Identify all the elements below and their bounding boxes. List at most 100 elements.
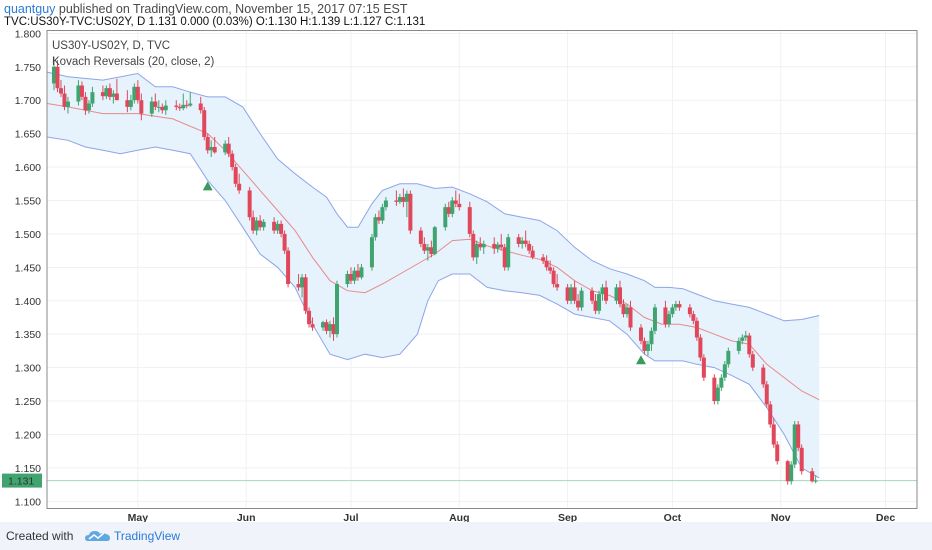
candle-body bbox=[673, 304, 678, 308]
tradingview-brand[interactable]: TradingView bbox=[114, 529, 181, 543]
candle-body bbox=[715, 387, 720, 402]
y-tick-label: 1.450 bbox=[15, 262, 41, 274]
candle-body bbox=[163, 105, 168, 111]
candle-body bbox=[520, 240, 525, 244]
x-tick-label: Oct bbox=[664, 512, 682, 522]
tradingview-cloud-icon[interactable] bbox=[85, 529, 111, 543]
candle-body bbox=[691, 314, 696, 321]
candle-body bbox=[799, 447, 804, 472]
y-tick-label: 1.250 bbox=[15, 396, 41, 408]
candle-body bbox=[233, 167, 238, 184]
candle-body bbox=[135, 86, 140, 101]
candle-body bbox=[51, 66, 56, 84]
upper-band-line bbox=[46, 71, 820, 322]
author-link[interactable]: quantguy bbox=[4, 2, 56, 16]
candle-body bbox=[62, 93, 67, 107]
candle-body bbox=[810, 471, 815, 482]
candle-body bbox=[628, 307, 633, 328]
symbol-ohlc-line: TVC:US30Y-TVC:US02Y, D 1.131 0.000 (0.03… bbox=[4, 16, 426, 28]
candle-body bbox=[446, 207, 451, 214]
y-tick-label: 1.150 bbox=[15, 463, 41, 475]
candle-body bbox=[495, 244, 500, 249]
x-axis-ticks[interactable]: May Jun Jul Aug Sep Oct Nov Dec bbox=[128, 512, 896, 524]
candle-body bbox=[300, 277, 305, 288]
candle-body bbox=[471, 233, 476, 258]
reversal-up-marker bbox=[202, 181, 213, 191]
candle-body bbox=[335, 284, 339, 335]
candle-body bbox=[443, 207, 448, 228]
x-tick-label: Aug bbox=[449, 512, 469, 522]
candle-body bbox=[177, 106, 182, 109]
candle-body bbox=[701, 357, 706, 378]
candle-body bbox=[404, 193, 409, 202]
candle-body bbox=[666, 314, 671, 325]
candle-body bbox=[569, 287, 574, 301]
candle-body bbox=[775, 444, 780, 462]
candle-body bbox=[369, 237, 374, 268]
y-tick-label: 1.600 bbox=[15, 162, 41, 174]
candle-body bbox=[345, 274, 350, 285]
candle-body bbox=[181, 104, 186, 109]
candle-body bbox=[359, 267, 364, 278]
candle-body bbox=[153, 101, 158, 107]
candle-body bbox=[506, 237, 511, 268]
candle-body bbox=[621, 304, 626, 315]
candle-body bbox=[286, 250, 291, 285]
price-tag: 1.131 bbox=[2, 473, 42, 488]
chart-area[interactable]: 1.100 1.150 1.200 1.250 1.300 1.350 1.400 1.450… bbox=[0, 28, 932, 524]
x-tick-label: Nov bbox=[771, 512, 791, 522]
candle-body bbox=[90, 92, 95, 104]
candle-body bbox=[642, 340, 647, 351]
candle-body bbox=[209, 146, 214, 151]
candle-body bbox=[237, 183, 242, 191]
candle-body bbox=[125, 100, 130, 107]
candle-body bbox=[712, 377, 717, 402]
candle-body bbox=[107, 88, 112, 97]
legend-indicator[interactable]: Kovach Reversals (20, close, 2) bbox=[52, 56, 215, 68]
band-fill bbox=[47, 72, 820, 478]
candle-body bbox=[76, 85, 81, 102]
candle-body bbox=[677, 304, 682, 308]
candle-body bbox=[698, 337, 703, 358]
candle-body bbox=[272, 221, 277, 231]
y-tick-label: 1.300 bbox=[15, 363, 41, 375]
candle-body bbox=[789, 464, 794, 482]
candle-body bbox=[785, 461, 790, 482]
y-tick-label: 1.700 bbox=[15, 95, 41, 107]
candle-body bbox=[432, 227, 437, 254]
candle-body bbox=[86, 103, 91, 111]
candle-body bbox=[478, 243, 483, 248]
candle-body bbox=[523, 240, 528, 244]
candle-body bbox=[600, 287, 605, 295]
candle-body bbox=[670, 307, 675, 315]
footer: Created with TradingView bbox=[0, 522, 932, 550]
reversal-up-marker bbox=[635, 355, 646, 365]
candle-body bbox=[652, 307, 657, 331]
candle-body bbox=[768, 404, 773, 425]
candle-body bbox=[230, 153, 235, 168]
candle-body bbox=[383, 200, 388, 208]
candle-body bbox=[251, 217, 256, 231]
price-chart[interactable]: 1.100 1.150 1.200 1.250 1.300 1.350 1.400 1.450… bbox=[0, 28, 932, 524]
candle-body bbox=[726, 350, 731, 365]
candle-body bbox=[530, 250, 535, 258]
y-tick-label: 1.100 bbox=[15, 496, 41, 508]
candle-body bbox=[467, 207, 472, 234]
candle-body bbox=[205, 136, 210, 151]
candle-body bbox=[310, 324, 315, 328]
candle-body bbox=[694, 320, 699, 338]
candle-body bbox=[761, 367, 766, 385]
candle-body bbox=[79, 85, 84, 97]
x-tick-label: Sep bbox=[558, 512, 577, 522]
candle-body bbox=[736, 340, 741, 351]
candle-body bbox=[352, 270, 357, 281]
legend-symbol[interactable]: US30Y-US02Y, D, TVC bbox=[52, 40, 170, 52]
candle-body bbox=[254, 220, 259, 231]
y-axis-ticks[interactable]: 1.100 1.150 1.200 1.250 1.300 1.350 1.400 1.450… bbox=[15, 28, 41, 508]
candle-body bbox=[397, 197, 402, 202]
candle-body bbox=[65, 101, 70, 107]
candle-body bbox=[450, 200, 455, 214]
candle-body bbox=[104, 88, 109, 97]
candle-body bbox=[355, 270, 360, 278]
candle-body bbox=[453, 200, 458, 204]
